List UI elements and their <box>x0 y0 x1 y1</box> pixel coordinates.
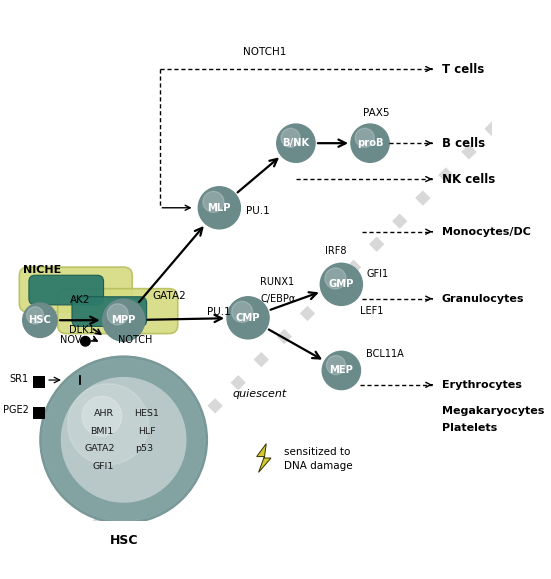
Circle shape <box>227 297 269 339</box>
Circle shape <box>326 356 345 375</box>
Circle shape <box>42 358 205 521</box>
Text: PU.1: PU.1 <box>246 206 269 215</box>
Polygon shape <box>277 329 292 344</box>
FancyBboxPatch shape <box>58 289 178 334</box>
Text: BCL11A: BCL11A <box>366 349 404 359</box>
Text: T cells: T cells <box>442 63 484 75</box>
Text: PU.1: PU.1 <box>207 307 231 317</box>
Polygon shape <box>392 214 407 229</box>
Circle shape <box>82 396 122 436</box>
Text: RUNX1: RUNX1 <box>260 277 294 287</box>
FancyBboxPatch shape <box>72 297 147 327</box>
Circle shape <box>355 129 374 148</box>
Circle shape <box>40 356 207 523</box>
Text: MPP: MPP <box>111 315 136 325</box>
Polygon shape <box>138 467 154 483</box>
Text: NOV: NOV <box>61 335 82 345</box>
Text: SR1: SR1 <box>10 373 29 384</box>
Text: PAX5: PAX5 <box>363 108 389 118</box>
Text: proB: proB <box>357 138 383 148</box>
Text: BMI1: BMI1 <box>90 427 114 436</box>
Circle shape <box>203 191 224 212</box>
Text: MEP: MEP <box>329 365 353 375</box>
Polygon shape <box>208 398 223 413</box>
Bar <box>33 407 45 419</box>
Polygon shape <box>438 167 453 182</box>
Text: GATA2: GATA2 <box>152 291 186 301</box>
Polygon shape <box>323 283 338 298</box>
Text: B cells: B cells <box>442 137 485 150</box>
Text: Megakaryocytes: Megakaryocytes <box>442 406 544 416</box>
Circle shape <box>26 307 44 324</box>
Bar <box>33 376 45 388</box>
Circle shape <box>68 384 149 465</box>
Text: Granulocytes: Granulocytes <box>442 294 525 303</box>
Polygon shape <box>415 190 430 206</box>
Circle shape <box>80 336 90 346</box>
Text: PGE2: PGE2 <box>3 405 29 415</box>
Circle shape <box>351 124 389 162</box>
Circle shape <box>281 129 300 148</box>
Circle shape <box>23 303 57 338</box>
FancyBboxPatch shape <box>29 275 104 305</box>
FancyBboxPatch shape <box>19 267 132 312</box>
Circle shape <box>231 302 253 323</box>
Text: IRF8: IRF8 <box>325 245 347 256</box>
Polygon shape <box>115 490 131 505</box>
Text: GMP: GMP <box>328 279 354 290</box>
Text: NOTCH1: NOTCH1 <box>243 47 287 57</box>
Circle shape <box>102 299 145 341</box>
Circle shape <box>198 186 240 229</box>
Text: HSC: HSC <box>110 534 138 547</box>
Text: sensitized to: sensitized to <box>284 447 350 457</box>
Text: Platelets: Platelets <box>442 423 497 433</box>
Polygon shape <box>253 352 269 367</box>
Text: CMP: CMP <box>236 313 260 323</box>
Text: HLF: HLF <box>138 427 155 436</box>
Polygon shape <box>257 444 271 472</box>
Text: Monocytes/DC: Monocytes/DC <box>442 227 531 237</box>
Circle shape <box>277 124 315 162</box>
Text: DLK1: DLK1 <box>69 325 94 335</box>
Text: AHR: AHR <box>94 409 114 418</box>
Circle shape <box>320 263 363 305</box>
Polygon shape <box>461 144 477 160</box>
Text: GFI1: GFI1 <box>93 461 114 471</box>
Text: HES1: HES1 <box>134 409 159 418</box>
Text: AK2: AK2 <box>71 295 91 306</box>
Polygon shape <box>484 121 500 137</box>
Circle shape <box>325 268 346 289</box>
Circle shape <box>322 351 360 390</box>
Polygon shape <box>185 421 199 437</box>
Text: HSC: HSC <box>29 315 51 325</box>
Text: C/EBPα: C/EBPα <box>260 294 295 304</box>
Text: LEF1: LEF1 <box>360 306 383 316</box>
Text: B/NK: B/NK <box>282 138 310 148</box>
Circle shape <box>107 304 128 325</box>
Text: DNA damage: DNA damage <box>284 460 353 471</box>
Polygon shape <box>346 259 361 275</box>
Text: p53: p53 <box>134 444 153 453</box>
Text: NICHE: NICHE <box>23 265 61 275</box>
Text: quiescent: quiescent <box>233 389 287 399</box>
Text: MLP: MLP <box>208 203 231 212</box>
Text: GFI1: GFI1 <box>366 269 388 279</box>
Text: NK cells: NK cells <box>442 173 495 185</box>
Polygon shape <box>92 514 107 529</box>
Polygon shape <box>161 444 177 460</box>
Polygon shape <box>230 375 246 390</box>
Text: GATA2: GATA2 <box>84 444 115 453</box>
Text: Erythrocytes: Erythrocytes <box>442 380 522 390</box>
Polygon shape <box>300 306 315 321</box>
Polygon shape <box>369 237 385 252</box>
Circle shape <box>62 378 186 502</box>
Text: NOTCH: NOTCH <box>118 335 152 345</box>
